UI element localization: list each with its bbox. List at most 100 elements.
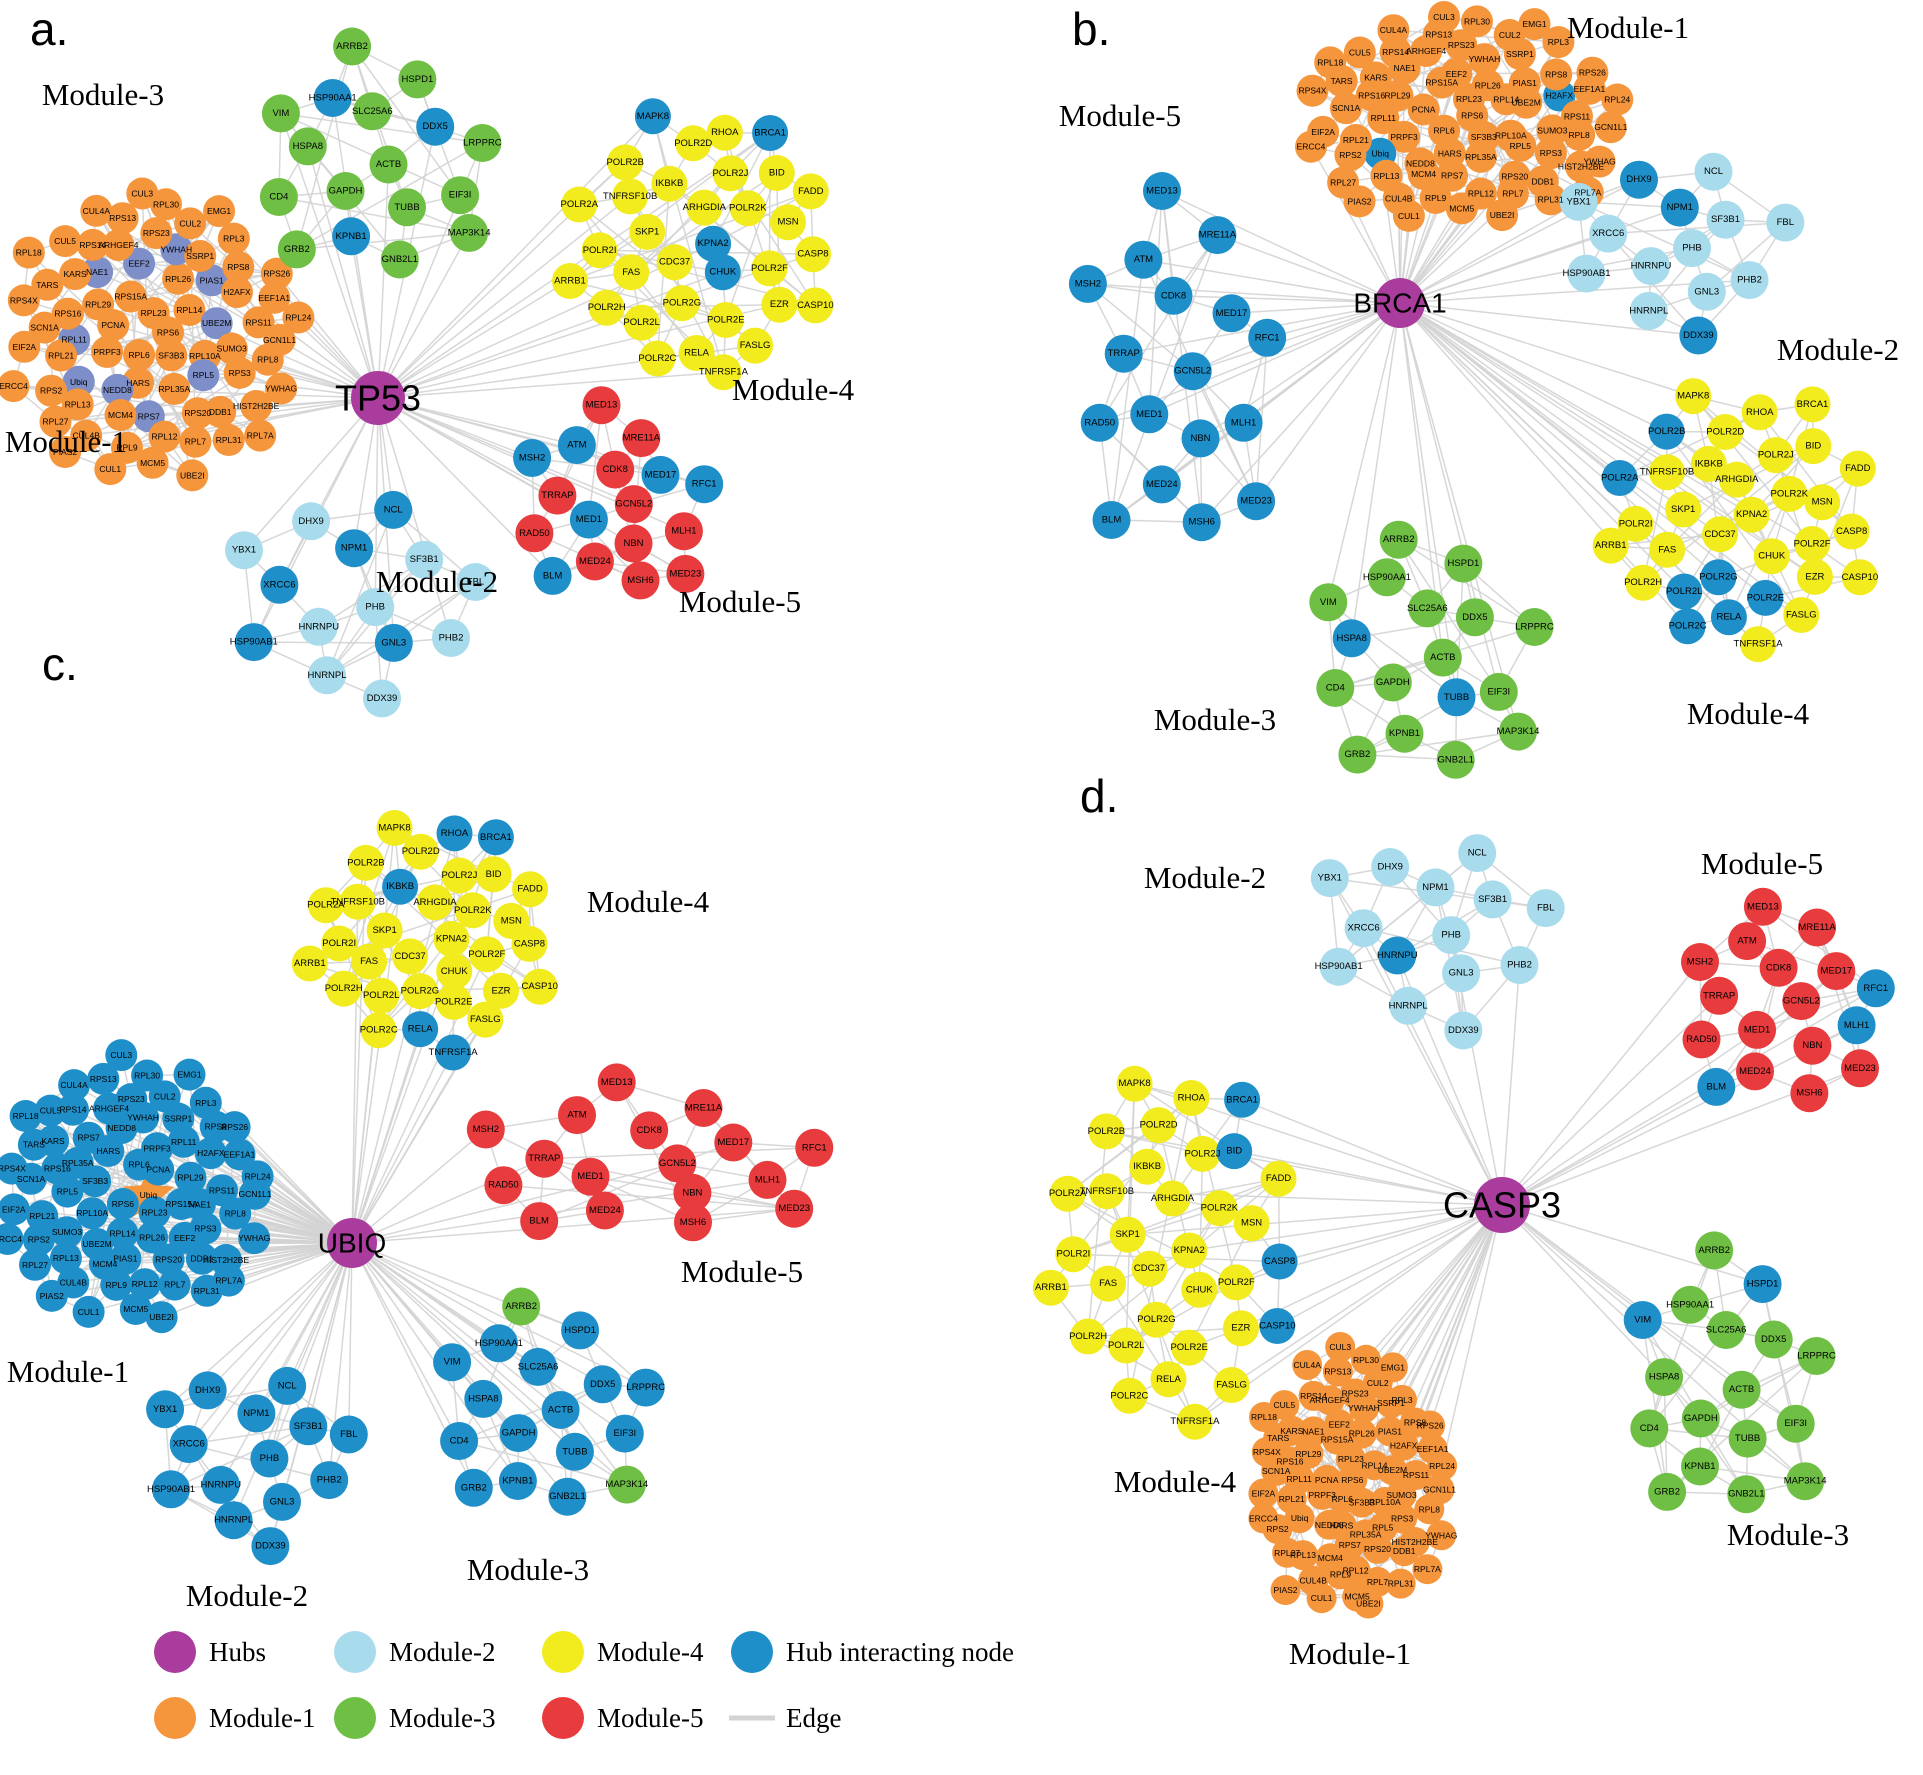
node-ARRB1[interactable] — [291, 945, 328, 982]
node-FASLG[interactable] — [737, 327, 774, 364]
node-HSPA8[interactable] — [464, 1379, 503, 1418]
node-CUL4A[interactable] — [80, 194, 113, 227]
node-GRB2[interactable] — [1648, 1472, 1687, 1511]
node-PRPF3[interactable] — [1388, 120, 1421, 153]
node-ERCC4[interactable] — [0, 1223, 24, 1255]
node-MSH2[interactable] — [1068, 264, 1107, 303]
node-PRPF3[interactable] — [91, 336, 124, 368]
node-GCN1L1[interactable] — [1594, 111, 1627, 144]
node-RPL27[interactable] — [19, 1248, 51, 1281]
node-MSH2[interactable] — [466, 1110, 505, 1149]
node-TARS[interactable] — [17, 1128, 50, 1161]
node-RHOA[interactable] — [706, 114, 743, 151]
node-RPL29[interactable] — [174, 1161, 207, 1194]
node-POLR2H[interactable] — [588, 289, 625, 326]
node-SCN1A[interactable] — [28, 311, 61, 344]
node-EMG1[interactable] — [1518, 8, 1551, 41]
node-YBX1[interactable] — [1310, 859, 1349, 898]
node-HSP90AB1[interactable] — [152, 1470, 190, 1509]
node-NPM1[interactable] — [335, 529, 374, 568]
node-RPL13[interactable] — [61, 388, 94, 421]
node-SLC25A6[interactable] — [353, 92, 392, 131]
node-PIAS2[interactable] — [1343, 185, 1376, 218]
node-ACTB[interactable] — [541, 1391, 580, 1429]
node-EZR[interactable] — [761, 286, 798, 323]
node-FASLG[interactable] — [1213, 1367, 1250, 1403]
node-UBE2M[interactable] — [1377, 1455, 1408, 1486]
node-RPS2[interactable] — [1334, 138, 1367, 171]
node-MED24[interactable] — [1142, 465, 1181, 504]
node-ATM[interactable] — [1124, 240, 1163, 279]
node-PIAS2[interactable] — [1270, 1575, 1301, 1605]
node-RPL26[interactable] — [136, 1221, 169, 1254]
node-MED13[interactable] — [582, 386, 621, 425]
node-POLR2E[interactable] — [1747, 579, 1784, 616]
node-BLM[interactable] — [1697, 1067, 1736, 1106]
node-RPS23[interactable] — [140, 217, 173, 250]
node-RPL9[interactable] — [1419, 182, 1452, 214]
node-CDK8[interactable] — [1759, 948, 1798, 987]
node-Ubiq[interactable] — [62, 365, 95, 398]
node-PCNA[interactable] — [1407, 93, 1440, 126]
node-POLR2E[interactable] — [435, 983, 472, 1020]
node-RFC1[interactable] — [1248, 318, 1287, 357]
node-GNL3[interactable] — [374, 623, 413, 662]
node-HSPD1[interactable] — [1743, 1265, 1782, 1304]
node-RPS15A[interactable] — [114, 280, 147, 313]
node-RELA[interactable] — [1150, 1361, 1187, 1398]
node-HIST2H2BE[interactable] — [240, 390, 273, 422]
node-RPS14[interactable] — [1298, 1380, 1329, 1411]
node-TRRAP[interactable] — [1700, 976, 1739, 1015]
node-RPL14[interactable] — [106, 1217, 139, 1250]
node-RPL7[interactable] — [158, 1268, 191, 1301]
node-MCM4[interactable] — [104, 399, 137, 431]
node-NCL[interactable] — [1458, 834, 1497, 873]
node-MED17[interactable] — [1817, 952, 1856, 991]
node-UBE2M[interactable] — [200, 307, 233, 340]
node-HNRNPL[interactable] — [214, 1501, 253, 1540]
node-TNFRSF10B[interactable] — [1649, 454, 1685, 491]
node-HSPA8[interactable] — [1332, 619, 1371, 658]
node-RPS26[interactable] — [218, 1111, 251, 1144]
node-POLR2F[interactable] — [751, 250, 788, 287]
node-MAP3K14[interactable] — [607, 1465, 646, 1504]
node-RPS7[interactable] — [72, 1121, 105, 1154]
node-FAS[interactable] — [613, 254, 650, 291]
node-RPS3[interactable] — [1534, 137, 1567, 170]
node-RPS11[interactable] — [1401, 1460, 1431, 1490]
node-FASLG[interactable] — [1783, 597, 1820, 633]
node-DDX5[interactable] — [583, 1365, 622, 1404]
node-RPL18[interactable] — [12, 236, 45, 269]
node-POLR2A[interactable] — [307, 887, 344, 924]
node-DDB1[interactable] — [185, 1242, 218, 1275]
node-EIF3I[interactable] — [1776, 1404, 1815, 1443]
node-DDX39[interactable] — [1444, 1011, 1483, 1050]
node-POLR2L[interactable] — [1108, 1327, 1145, 1364]
node-DDX39[interactable] — [1679, 316, 1718, 355]
node-BID[interactable] — [758, 155, 795, 191]
node-RPS23[interactable] — [1340, 1378, 1371, 1409]
node-RPL6[interactable] — [123, 339, 156, 371]
node-HSPD1[interactable] — [1444, 544, 1483, 583]
node-SKP1[interactable] — [1665, 491, 1702, 528]
node-SKP1[interactable] — [366, 912, 403, 949]
node-RPL3[interactable] — [1542, 26, 1575, 59]
node-RPL24[interactable] — [1601, 83, 1634, 116]
node-MED23[interactable] — [775, 1189, 814, 1228]
node-NCL[interactable] — [1694, 152, 1733, 191]
node-CASP10[interactable] — [1841, 559, 1878, 596]
node-HNRNPL[interactable] — [308, 656, 346, 695]
node-ACTB[interactable] — [1722, 1370, 1761, 1409]
node-RPL30[interactable] — [1351, 1344, 1381, 1375]
node-EZR[interactable] — [1796, 558, 1833, 595]
node-EIF3I[interactable] — [1479, 672, 1518, 711]
node-GCN1L1[interactable] — [1424, 1474, 1455, 1505]
node-RPS6[interactable] — [106, 1188, 139, 1220]
node-CASP8[interactable] — [511, 925, 548, 962]
node-RHOA[interactable] — [436, 815, 473, 852]
node-POLR2K[interactable] — [729, 190, 766, 227]
node-MSH6[interactable] — [1790, 1074, 1829, 1113]
node-PHB2[interactable] — [1730, 261, 1769, 300]
node-DDB1[interactable] — [204, 395, 237, 428]
node-EMG1[interactable] — [1377, 1352, 1408, 1383]
